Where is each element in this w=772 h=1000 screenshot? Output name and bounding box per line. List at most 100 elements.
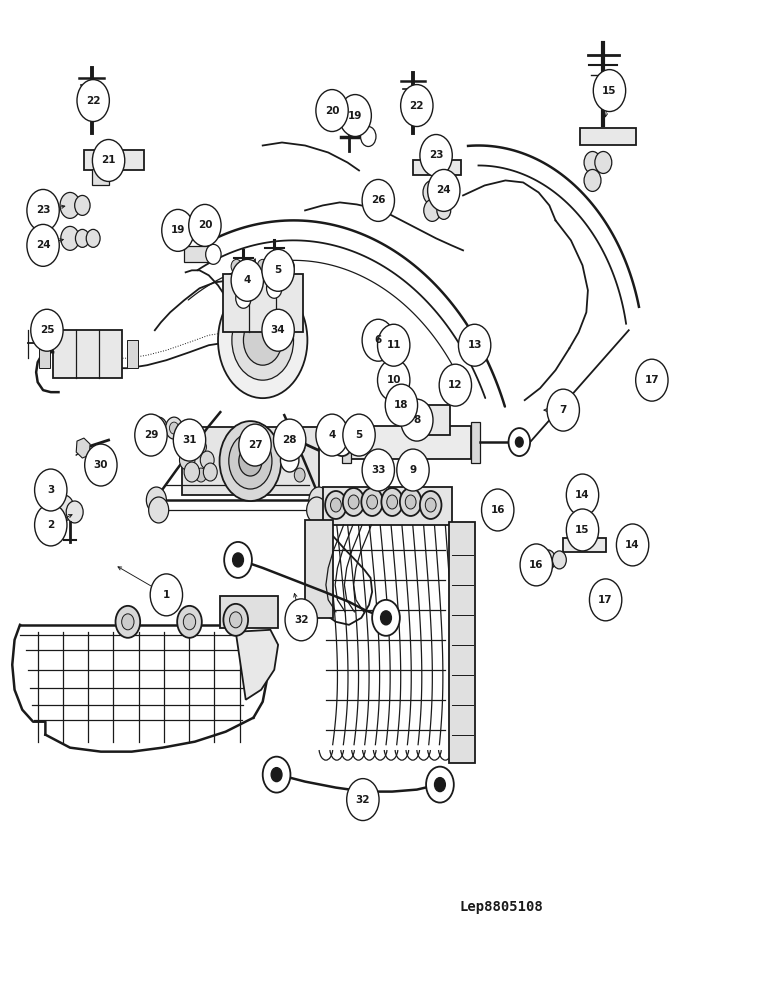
Circle shape [229,433,272,489]
Circle shape [149,497,169,523]
FancyBboxPatch shape [449,522,476,763]
Circle shape [420,135,452,176]
Bar [351,426,471,459]
Circle shape [584,151,601,173]
Bar [181,427,319,495]
Circle shape [85,444,117,486]
Circle shape [540,550,556,570]
Circle shape [183,614,195,630]
Circle shape [77,80,110,122]
Circle shape [61,226,80,250]
Circle shape [162,209,194,251]
Circle shape [385,384,418,426]
Text: 26: 26 [371,195,385,205]
Text: 5: 5 [275,265,282,275]
Text: 30: 30 [93,460,108,470]
Circle shape [553,551,567,569]
Circle shape [459,324,491,366]
Circle shape [224,542,252,578]
Circle shape [27,224,59,266]
Text: 11: 11 [387,340,401,350]
Circle shape [584,169,601,191]
Circle shape [35,469,67,511]
Bar [581,128,635,145]
Text: 16: 16 [490,505,505,515]
Circle shape [93,140,125,181]
Circle shape [170,422,178,434]
Text: 15: 15 [575,525,590,535]
Circle shape [343,414,375,456]
Circle shape [362,179,394,221]
Text: 28: 28 [283,435,297,445]
Text: 4: 4 [244,275,251,285]
Circle shape [338,437,346,447]
Text: 22: 22 [86,96,100,106]
Circle shape [435,778,445,792]
Text: 18: 18 [394,400,408,410]
Circle shape [400,488,422,516]
Circle shape [195,468,206,482]
Circle shape [231,259,242,273]
Circle shape [428,169,460,211]
Circle shape [387,495,398,509]
Text: 15: 15 [602,86,617,96]
Text: 23: 23 [428,150,443,160]
Circle shape [27,189,59,231]
Circle shape [239,446,262,476]
Circle shape [200,451,214,469]
Text: 20: 20 [325,106,340,116]
Circle shape [547,389,580,431]
Text: 24: 24 [436,185,451,195]
Circle shape [116,606,141,638]
Circle shape [567,509,599,551]
Bar [471,422,480,463]
Circle shape [195,440,206,454]
Circle shape [362,319,394,361]
Circle shape [166,417,182,439]
Circle shape [122,614,134,630]
Circle shape [330,498,341,512]
Circle shape [257,259,268,273]
Circle shape [590,579,621,621]
Circle shape [173,419,205,461]
Polygon shape [235,630,278,700]
Circle shape [425,498,436,512]
Circle shape [294,440,305,454]
Circle shape [135,414,168,456]
Circle shape [151,574,182,616]
Circle shape [635,359,668,401]
Circle shape [232,300,293,380]
Text: 8: 8 [413,415,421,425]
Circle shape [266,278,282,298]
Circle shape [54,495,74,521]
Circle shape [271,768,282,782]
Circle shape [235,288,251,308]
Circle shape [203,463,217,481]
Circle shape [223,604,248,636]
Circle shape [219,421,281,501]
Circle shape [437,201,451,219]
Circle shape [205,244,221,264]
Text: 29: 29 [144,430,158,440]
Circle shape [262,757,290,793]
Circle shape [177,606,201,638]
Text: 2: 2 [47,520,54,530]
Circle shape [316,414,348,456]
Circle shape [229,612,242,628]
Text: 5: 5 [355,430,363,440]
Circle shape [31,309,63,351]
Circle shape [439,364,472,406]
Circle shape [482,489,514,531]
Circle shape [426,767,454,803]
Circle shape [232,553,243,567]
Text: 17: 17 [645,375,659,385]
Polygon shape [76,438,90,458]
Bar [342,422,351,463]
Text: 20: 20 [198,220,212,230]
Text: 10: 10 [387,375,401,385]
Circle shape [516,437,523,447]
Text: 19: 19 [171,225,185,235]
Circle shape [316,90,348,132]
Bar [245,338,279,388]
Bar [39,340,50,368]
